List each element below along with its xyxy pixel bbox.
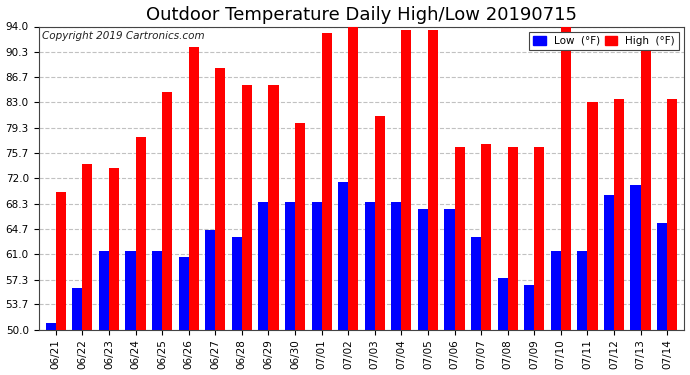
Bar (258, 202, 268, 330)
Bar (631, 185, 640, 330)
Bar (365, 202, 375, 330)
Bar (268, 85, 279, 330)
Legend: Low  (°F), High  (°F): Low (°F), High (°F) (529, 32, 679, 50)
Bar (311, 202, 322, 330)
Bar (179, 258, 188, 330)
Bar (56, 192, 66, 330)
Bar (162, 92, 172, 330)
Bar (640, 47, 651, 330)
Bar (285, 202, 295, 330)
Bar (72, 288, 82, 330)
Bar (667, 99, 678, 330)
Bar (348, 23, 358, 330)
Bar (46, 323, 56, 330)
Bar (587, 102, 598, 330)
Bar (322, 33, 332, 330)
Bar (551, 251, 561, 330)
Bar (534, 147, 544, 330)
Bar (444, 209, 455, 330)
Bar (375, 116, 385, 330)
Bar (497, 278, 508, 330)
Bar (232, 237, 242, 330)
Bar (205, 230, 215, 330)
Bar (126, 251, 135, 330)
Bar (578, 251, 587, 330)
Bar (391, 202, 402, 330)
Bar (188, 47, 199, 330)
Bar (99, 251, 109, 330)
Bar (338, 182, 348, 330)
Bar (215, 68, 226, 330)
Bar (524, 285, 534, 330)
Bar (455, 147, 464, 330)
Bar (657, 223, 667, 330)
Bar (418, 209, 428, 330)
Bar (614, 99, 624, 330)
Bar (481, 144, 491, 330)
Bar (471, 237, 481, 330)
Bar (402, 30, 411, 330)
Bar (152, 251, 162, 330)
Bar (242, 85, 252, 330)
Bar (428, 30, 438, 330)
Title: Outdoor Temperature Daily High/Low 20190715: Outdoor Temperature Daily High/Low 20190… (146, 6, 577, 24)
Bar (295, 123, 305, 330)
Bar (508, 147, 518, 330)
Bar (561, 27, 571, 330)
Bar (109, 168, 119, 330)
Text: Copyright 2019 Cartronics.com: Copyright 2019 Cartronics.com (42, 31, 204, 41)
Bar (82, 164, 92, 330)
Bar (135, 137, 146, 330)
Bar (604, 195, 614, 330)
